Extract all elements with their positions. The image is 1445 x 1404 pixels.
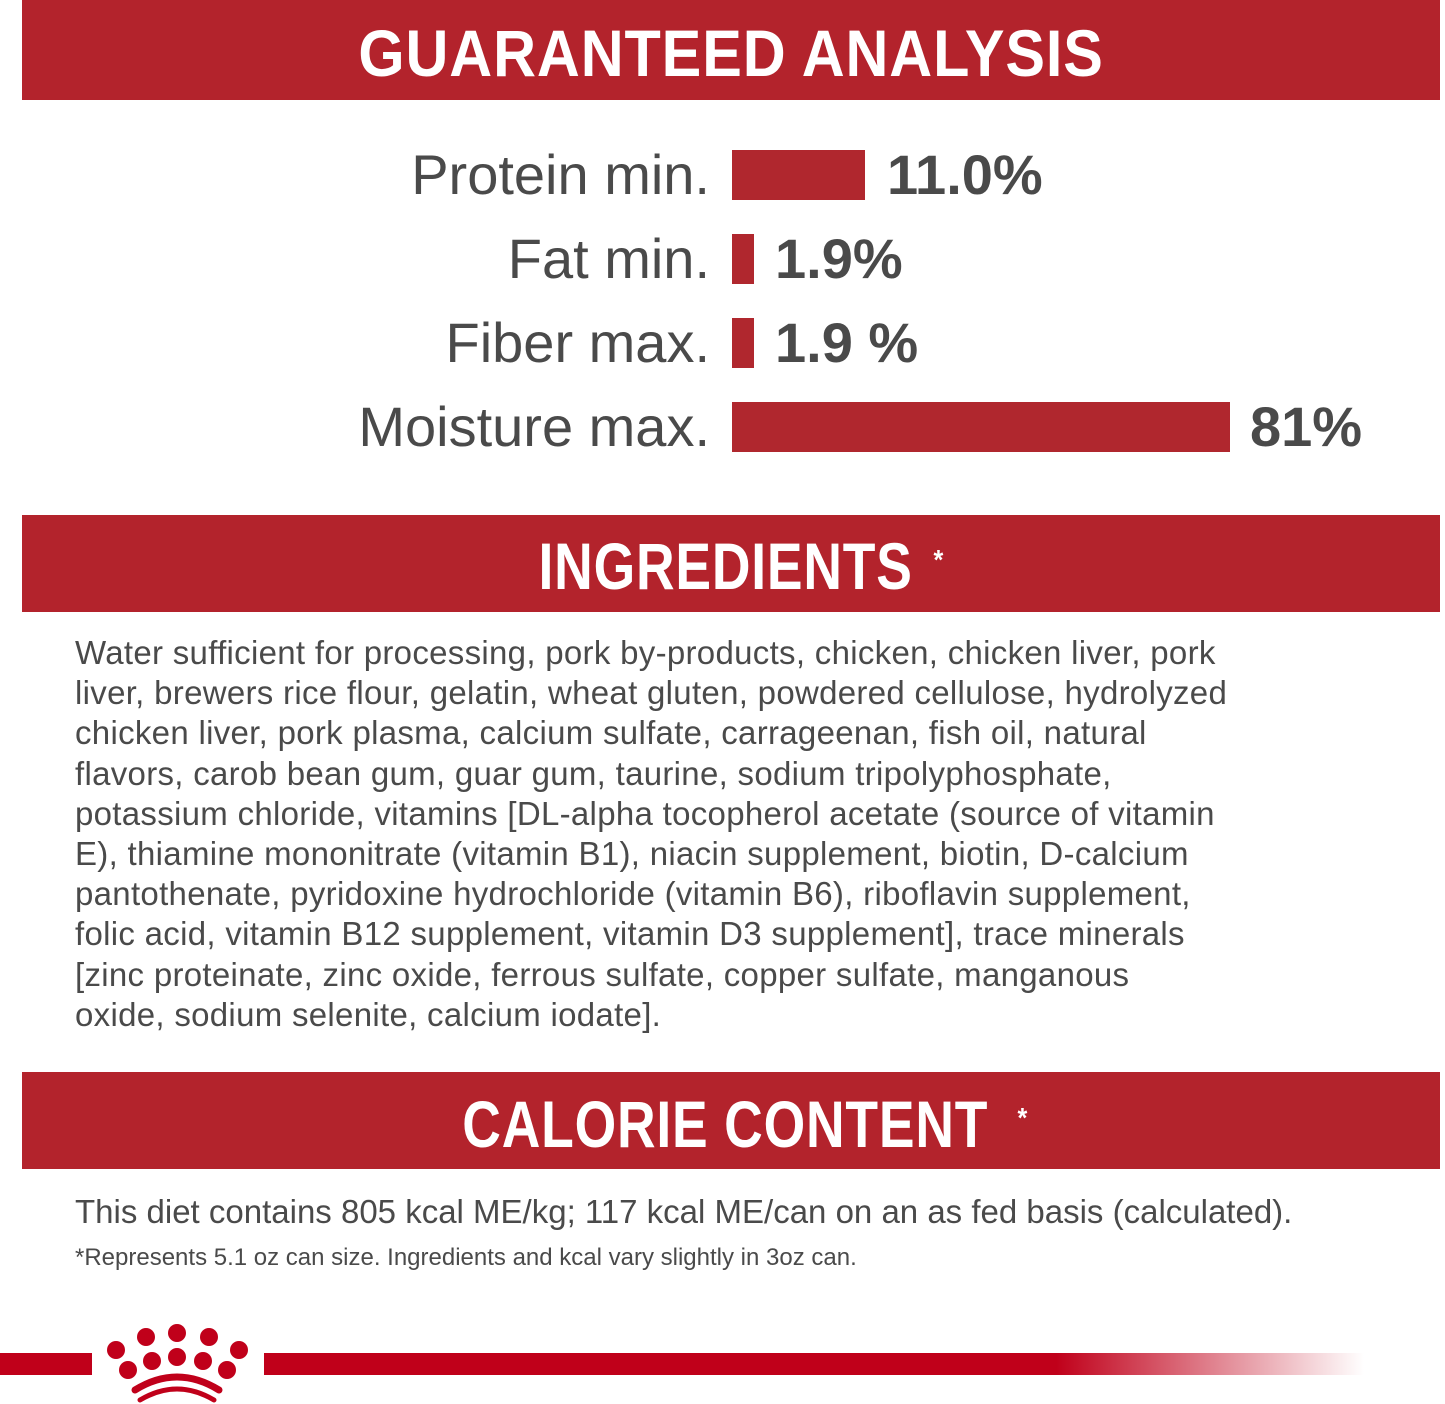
ingredients-line: chicken liver, pork plasma, calcium sulf… <box>75 714 1147 752</box>
analysis-row-fat: Fat min. 1.9% <box>0 227 1445 290</box>
ingredients-line: pantothenate, pyridoxine hydrochloride (… <box>75 875 1191 913</box>
row-label: Fat min. <box>507 227 710 290</box>
row-value: 11.0% <box>887 143 1043 206</box>
footnote: *Represents 5.1 oz can size. Ingredients… <box>75 1244 857 1271</box>
ingredients-line: oxide, sodium selenite, calcium iodate]. <box>75 995 662 1033</box>
guaranteed-analysis-header: GUARANTEED ANALYSIS <box>22 0 1440 100</box>
ingredients-line: Water sufficient for processing, pork by… <box>75 634 1216 671</box>
asterisk: * <box>1017 1102 1029 1133</box>
fiber-bar <box>732 318 754 368</box>
royal-canin-crown-logo <box>107 1324 248 1403</box>
row-value: 81% <box>1250 395 1363 458</box>
ingredients-line: folic acid, vitamin B12 supplement, vita… <box>75 915 1185 953</box>
row-label: Fiber max. <box>445 311 711 374</box>
analysis-row-fiber: Fiber max. 1.9 % <box>0 311 1445 374</box>
row-label: Protein min. <box>411 143 710 206</box>
ingredients-line: E), thiamine mononitrate (vitamin B1), n… <box>75 835 1189 873</box>
calorie-text: This diet contains 805 kcal ME/kg; 117 k… <box>75 1193 1293 1230</box>
moisture-bar <box>732 402 1230 452</box>
fat-bar <box>732 234 754 284</box>
ingredients-line: flavors, carob bean gum, guar gum, tauri… <box>75 754 1112 792</box>
analysis-row-protein: Protein min. 11.0% <box>0 143 1445 206</box>
section-title: GUARANTEED ANALYSIS <box>358 16 1104 90</box>
section-title: INGREDIENTS <box>538 529 913 603</box>
analysis-row-moisture: Moisture max. 81% <box>0 395 1445 458</box>
brand-line-right <box>264 1353 1364 1375</box>
row-value: 1.9 % <box>775 311 919 374</box>
row-value: 1.9% <box>775 227 903 290</box>
ingredients-line: potassium chloride, vitamins [DL-alpha t… <box>75 794 1215 832</box>
calorie-content-header: CALORIE CONTENT * <box>22 1072 1440 1169</box>
brand-line-left <box>0 1353 92 1375</box>
section-title: CALORIE CONTENT <box>462 1087 989 1161</box>
row-label: Moisture max. <box>358 395 710 458</box>
ingredients-text: Water sufficient for processing, pork by… <box>75 633 1227 1035</box>
ingredients-line: liver, brewers rice flour, gelatin, whea… <box>75 674 1228 712</box>
asterisk: * <box>933 544 945 575</box>
ingredients-line: [zinc proteinate, zinc oxide, ferrous su… <box>75 955 1130 993</box>
ingredients-header: INGREDIENTS * <box>22 515 1440 612</box>
protein-bar <box>732 150 865 200</box>
